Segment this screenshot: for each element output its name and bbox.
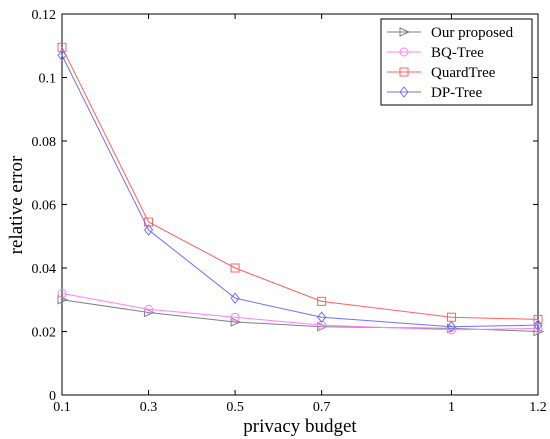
series-line-bq-tree [61,292,539,331]
legend-marker-quardtree [399,67,409,77]
series-line-our-proposed [61,299,539,332]
y-tick-label: 0.02 [32,326,57,341]
legend-marker-our-proposed [399,27,411,37]
x-tick-label: 0.7 [313,400,331,415]
legend: Our proposed BQ-Tree QuardTree DP-Tree [380,18,533,106]
legend-marker-dp-tree [399,86,409,98]
legend-marker-bq-tree [399,47,409,57]
series-quardtree [57,42,543,324]
series-line-dp-tree [61,55,539,328]
y-tick-label: 0.04 [32,262,57,277]
data-point-quardtree [230,263,240,273]
y-tick-label: 0.08 [32,135,57,150]
data-point-quardtree [317,296,327,306]
data-point-dp-tree [446,320,457,333]
x-tick-label: 0.3 [140,400,158,415]
data-point-dp-tree [230,292,240,304]
x-tick-label: 0.1 [53,400,71,415]
axis-ticks: 0.1 0.3 0.5 0.7 1 1.2 0 0.02 0.04 0.06 0.08 0.1 0.12 [32,8,547,415]
data-point-bq-tree [144,304,154,314]
y-tick-label: 0.06 [32,199,57,214]
data-point-quardtree [57,42,67,52]
x-tick-label: 1.2 [529,400,547,415]
series-bq-tree [57,288,543,335]
legend-label-bq-tree: BQ-Tree [431,45,484,61]
data-point-bq-tree [317,320,327,330]
data-point-our-proposed [144,307,155,318]
legend-label-quardtree: QuardTree [431,65,496,81]
data-point-dp-tree [143,224,154,236]
legend-label-dp-tree: DP-Tree [431,85,482,101]
data-point-dp-tree [533,319,543,331]
y-axis-label: relative error [6,155,27,254]
y-tick-label: 0.1 [39,72,57,87]
series-group [57,42,545,337]
series-line-quardtree [61,47,539,320]
series-dp-tree [57,49,543,333]
x-axis-label: privacy budget [243,416,357,437]
y-tick-label: 0 [49,389,56,404]
data-point-quardtree [533,314,543,324]
y-tick-label: 0.12 [32,8,57,23]
data-point-bq-tree [57,288,67,298]
legend-label-our-proposed: Our proposed [431,25,514,41]
data-point-bq-tree [230,312,240,322]
data-point-dp-tree [57,49,67,62]
data-point-dp-tree [316,311,327,324]
data-point-our-proposed [230,317,242,327]
x-tick-label: 1 [448,400,455,415]
data-point-bq-tree [446,325,456,335]
data-point-bq-tree [533,323,543,333]
x-tick-label: 0.5 [226,400,244,415]
